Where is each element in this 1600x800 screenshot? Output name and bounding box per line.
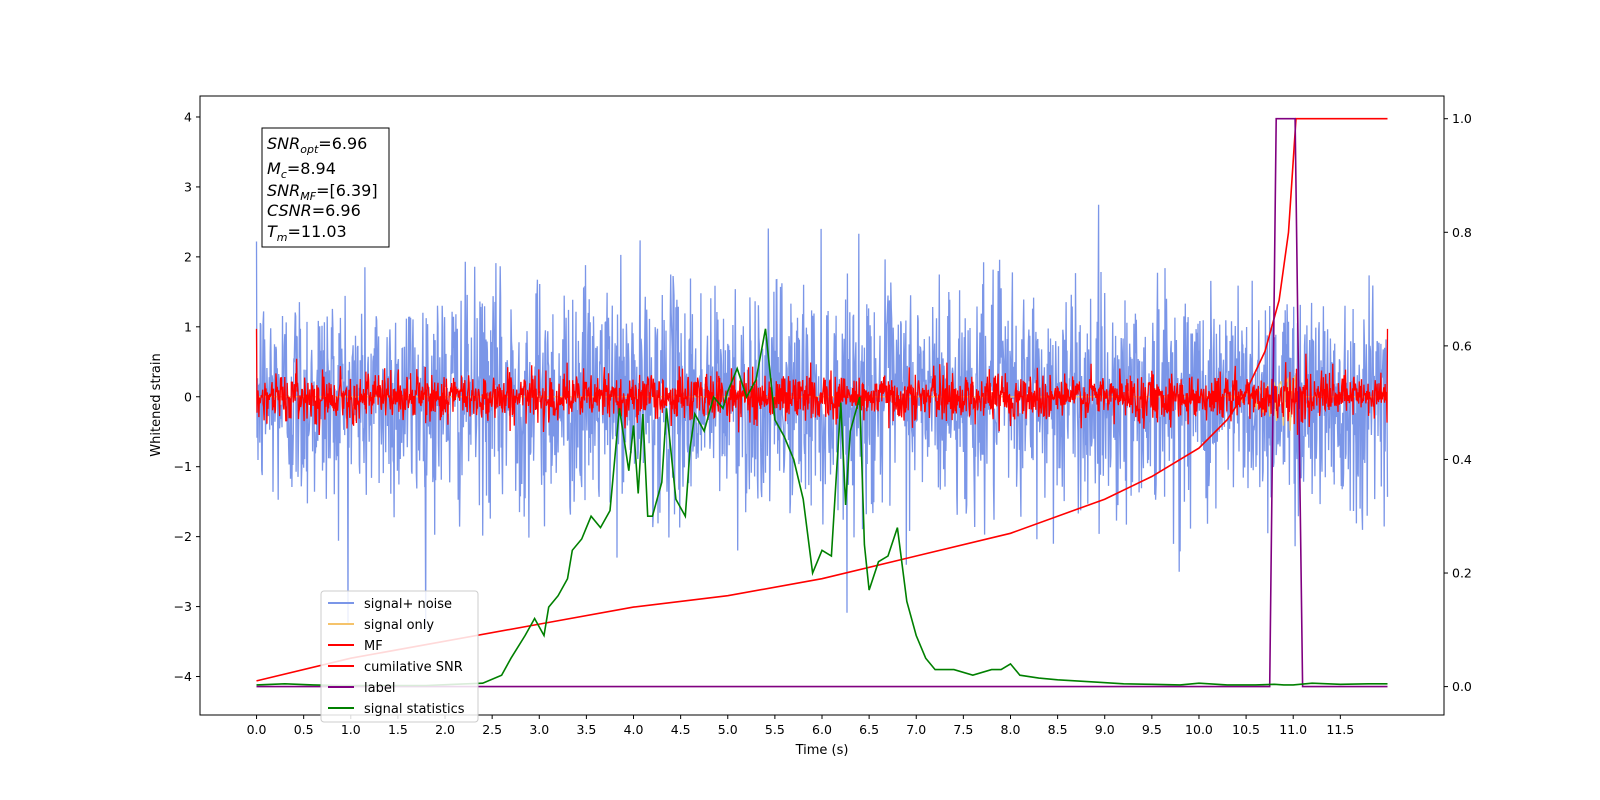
y-tick-label: −2	[174, 529, 192, 544]
x-tick-label: 3.0	[529, 722, 549, 737]
x-tick-label: 9.5	[1142, 722, 1162, 737]
x-tick-label: 6.5	[859, 722, 879, 737]
series-cumulative-snr	[256, 117, 1388, 682]
x-tick-label: 11.5	[1326, 722, 1354, 737]
annotation-line: SNRMF=[6.39]	[267, 181, 378, 203]
x-tick-label: 7.0	[906, 722, 926, 737]
annotation-line: SNRopt=6.96	[267, 134, 367, 156]
x-tick-label: 1.0	[341, 722, 361, 737]
x-tick-label: 0.5	[294, 722, 314, 737]
y-right-tick-label: 1.0	[1452, 111, 1472, 126]
series-signal-noise	[255, 204, 1389, 632]
x-tick-label: 4.5	[671, 722, 691, 737]
x-tick-label: 3.5	[576, 722, 596, 737]
x-tick-label: 0.0	[247, 722, 267, 737]
legend-entry: cumilative SNR	[364, 660, 463, 675]
x-tick-label: 5.5	[765, 722, 785, 737]
x-tick-label: 9.0	[1095, 722, 1115, 737]
y-tick-label: 2	[184, 249, 192, 264]
y-tick-label: −1	[174, 459, 192, 474]
y-tick-label: 1	[184, 319, 192, 334]
x-tick-label: 8.5	[1048, 722, 1068, 737]
series-mf	[255, 328, 1389, 436]
legend-entry: label	[364, 681, 395, 696]
annotation-box: SNRopt=6.96 Mc=8.94 SNRMF=[6.39] CSNR=6.…	[261, 127, 390, 248]
x-tick-label: 7.5	[953, 722, 973, 737]
y-right-tick-label: 0.6	[1452, 338, 1472, 353]
x-tick-label: 10.5	[1232, 722, 1260, 737]
y-tick-label: −4	[174, 669, 192, 684]
x-tick-label: 11.0	[1279, 722, 1307, 737]
x-tick-label: 1.5	[388, 722, 408, 737]
annotation-line: Tm=11.03	[267, 222, 347, 244]
legend-entry: MF	[364, 639, 383, 654]
legend-entry: signal+ noise	[364, 597, 452, 612]
y-right-tick-label: 0.8	[1452, 225, 1472, 240]
y-tick-label: 4	[184, 109, 192, 124]
x-tick-label: 10.0	[1185, 722, 1213, 737]
y-right-tick-label: 0.4	[1452, 452, 1472, 467]
x-tick-label: 6.0	[812, 722, 832, 737]
annotation-line: Mc=8.94	[267, 159, 336, 181]
y-tick-label: −3	[174, 599, 192, 614]
x-tick-label: 4.0	[624, 722, 644, 737]
y-axis-label: Whitened strain	[149, 353, 164, 456]
annotation-line: CSNR=6.96	[267, 201, 361, 220]
x-tick-label: 8.0	[1001, 722, 1021, 737]
y-right-tick-label: 0.0	[1452, 679, 1472, 694]
y-tick-label: 0	[184, 389, 192, 404]
x-axis-label: Time (s)	[795, 743, 849, 758]
legend-entry: signal statistics	[364, 702, 465, 717]
x-tick-label: 5.0	[718, 722, 738, 737]
legend-entry: signal only	[364, 618, 434, 633]
legend: signal+ noise signal only MF cumilative …	[320, 590, 479, 723]
y-tick-label: 3	[184, 179, 192, 194]
x-tick-label: 2.0	[435, 722, 455, 737]
x-tick-label: 2.5	[482, 722, 502, 737]
series-label	[256, 117, 1388, 688]
series-signal-statistics	[256, 328, 1388, 687]
y-right-tick-label: 0.2	[1452, 566, 1472, 581]
